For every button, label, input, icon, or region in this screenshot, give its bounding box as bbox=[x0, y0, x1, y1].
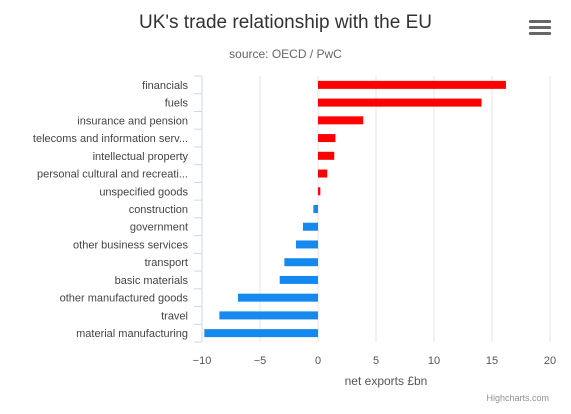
category-label: travel bbox=[161, 310, 188, 322]
chart-subtitle: source: OECD / PwC bbox=[229, 47, 342, 61]
category-label: transport bbox=[145, 257, 188, 269]
bar bbox=[318, 169, 328, 178]
category-label: personal cultural and recreati... bbox=[37, 169, 188, 181]
x-tick-label: 15 bbox=[486, 355, 498, 367]
chart-title: UK's trade relationship with the EU bbox=[139, 12, 432, 33]
x-tick-label: 10 bbox=[428, 355, 440, 367]
bar bbox=[295, 240, 318, 249]
bar bbox=[284, 258, 318, 267]
bar bbox=[302, 222, 318, 231]
bar bbox=[318, 151, 335, 160]
category-label: unspecified goods bbox=[99, 186, 188, 198]
bar bbox=[318, 80, 506, 89]
x-axis-title: net exports £bn bbox=[345, 374, 428, 388]
bar bbox=[318, 187, 321, 196]
x-tick-label: −10 bbox=[193, 355, 212, 367]
menu-line bbox=[529, 32, 551, 35]
x-tick-label: 20 bbox=[544, 355, 556, 367]
menu-line bbox=[529, 20, 551, 23]
hamburger-menu-icon[interactable] bbox=[529, 20, 551, 38]
category-label: fuels bbox=[165, 98, 189, 110]
menu-line bbox=[529, 26, 551, 29]
bar bbox=[313, 205, 318, 213]
x-tick-label: −5 bbox=[254, 355, 267, 367]
category-label: telecoms and information serv... bbox=[33, 133, 188, 145]
bar bbox=[237, 293, 318, 302]
category-label: insurance and pension bbox=[77, 115, 188, 127]
bar bbox=[219, 311, 318, 320]
x-tick-label: 0 bbox=[315, 355, 321, 367]
bar bbox=[318, 116, 364, 125]
bar bbox=[318, 134, 336, 143]
bar bbox=[204, 329, 318, 338]
category-label: other manufactured goods bbox=[60, 293, 189, 305]
credits-link[interactable]: Highcharts.com bbox=[486, 393, 549, 403]
category-label: other business services bbox=[73, 239, 188, 251]
category-label: government bbox=[130, 222, 188, 234]
bar bbox=[279, 275, 318, 284]
category-label: basic materials bbox=[115, 275, 189, 287]
category-label: financials bbox=[142, 80, 188, 92]
category-label: material manufacturing bbox=[76, 328, 188, 340]
x-tick-label: 5 bbox=[373, 355, 379, 367]
category-label: construction bbox=[129, 204, 188, 216]
bar bbox=[318, 98, 482, 107]
category-label: intellectual property bbox=[93, 151, 189, 163]
